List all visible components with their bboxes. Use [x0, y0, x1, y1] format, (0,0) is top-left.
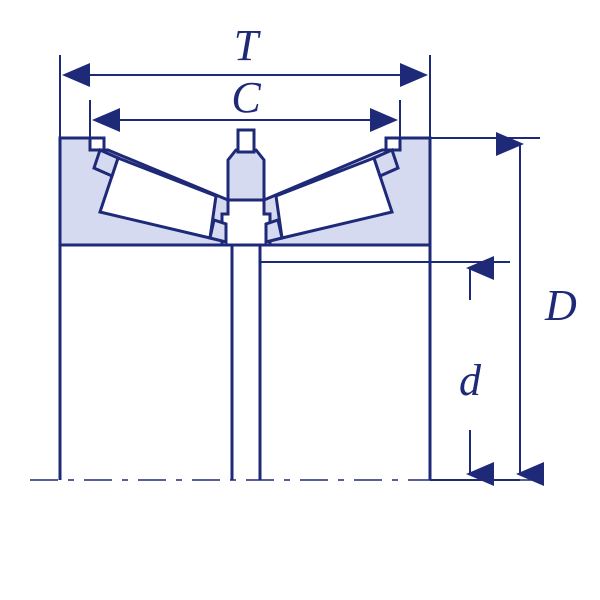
label-T: T [234, 21, 262, 70]
dim-D: D [430, 138, 577, 474]
label-d: d [459, 356, 482, 405]
label-C: C [231, 73, 261, 122]
bearing-cross-section: T C [0, 0, 600, 600]
inner-ring [60, 245, 430, 480]
dim-d: d [260, 262, 520, 480]
center-rib [228, 130, 264, 200]
label-D: D [544, 281, 577, 330]
